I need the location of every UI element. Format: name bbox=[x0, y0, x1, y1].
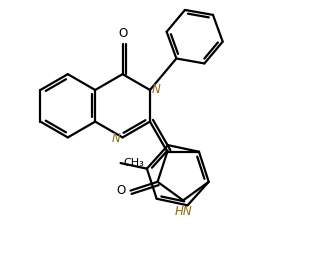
Text: O: O bbox=[116, 184, 126, 197]
Text: CH₃: CH₃ bbox=[124, 158, 145, 168]
Text: N: N bbox=[152, 83, 160, 96]
Text: HN: HN bbox=[174, 205, 192, 218]
Text: O: O bbox=[118, 27, 127, 40]
Text: N: N bbox=[111, 133, 120, 145]
